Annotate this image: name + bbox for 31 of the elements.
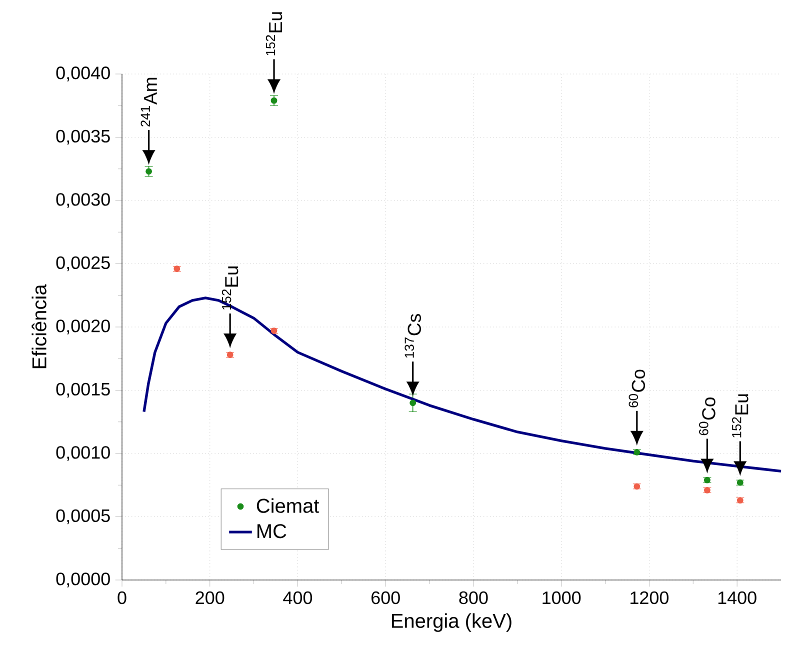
x-tick-label: 800 bbox=[459, 591, 488, 604]
y-tick-label: 0,0025 bbox=[56, 256, 110, 272]
point bbox=[410, 400, 416, 406]
point bbox=[146, 168, 152, 175]
y-tick-label: 0,0030 bbox=[56, 193, 110, 208]
legend-label: Ciemat bbox=[256, 498, 320, 513]
annotation: $^{60}$Co bbox=[628, 370, 646, 408]
legend-label: MC bbox=[258, 524, 286, 538]
annotation: $^{152}$Eu bbox=[732, 394, 748, 438]
y-tick-label: 0,0015 bbox=[56, 382, 110, 398]
y-axis-title: Eficiência bbox=[32, 284, 46, 368]
x-tick-label: 1000 bbox=[542, 591, 581, 604]
y-tick-label: 0,0005 bbox=[56, 509, 110, 524]
y-tick-label: 0,0020 bbox=[56, 320, 110, 334]
annotation: $^{241}$Am bbox=[140, 78, 157, 126]
y-tick-label: 0,0040 bbox=[56, 66, 110, 82]
annotation: $^{60}$Co bbox=[699, 398, 716, 436]
y-tick-label: 0,0035 bbox=[56, 130, 110, 145]
x-tick-label: 0 bbox=[118, 591, 126, 604]
x-tick-label: 1400 bbox=[718, 591, 756, 604]
point bbox=[270, 97, 278, 104]
annotation: $^{137}$Cs bbox=[404, 314, 421, 358]
x-tick-label: 600 bbox=[372, 591, 400, 604]
x-tick-label: 200 bbox=[196, 591, 224, 604]
x-tick-label: 1200 bbox=[630, 591, 669, 604]
y-tick-label: 0,0000 bbox=[56, 572, 110, 588]
y-tick-label: 0,0010 bbox=[56, 446, 110, 461]
x-tick-label: 400 bbox=[283, 591, 312, 604]
x-axis-title: Energia (keV) bbox=[392, 613, 512, 632]
annotation: $^{152}$Eu bbox=[222, 266, 238, 310]
annotation: $^{152}$Eu bbox=[266, 12, 282, 56]
